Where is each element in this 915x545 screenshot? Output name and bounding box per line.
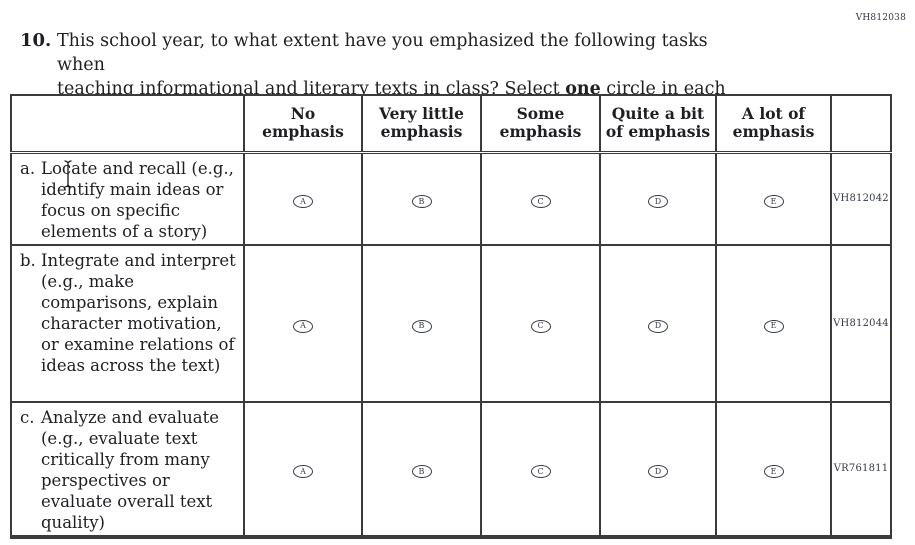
option-cell-b-a-lot: E <box>715 243 832 403</box>
question-number: 10. <box>20 30 52 51</box>
option-cell-a-quite-a-bit: D <box>599 151 717 246</box>
task-cell-c: c. Analyze and evaluate (e.g., evaluate … <box>10 400 245 538</box>
item-code: VH812042 <box>830 151 892 246</box>
header-no-emphasis: No emphasis <box>243 94 363 154</box>
option-bubble-e[interactable]: E <box>763 319 784 333</box>
option-bubble-b[interactable]: B <box>411 465 432 479</box>
header-very-little-emphasis: Very little emphasis <box>361 94 482 154</box>
option-bubble-d[interactable]: D <box>648 319 668 333</box>
option-cell-a-very-little: B <box>361 151 482 246</box>
table-row-a: a. Locate and recall (e.g., identify mai… <box>10 151 892 246</box>
option-bubble-e[interactable]: E <box>763 195 784 209</box>
option-bubble-d[interactable]: D <box>648 465 668 479</box>
option-bubble-b[interactable]: B <box>411 195 432 209</box>
task-text: Analyze and evaluate (e.g., evaluate tex… <box>41 407 220 532</box>
option-cell-c-no: A <box>243 400 363 538</box>
emphasis-matrix-table: No emphasis Very little emphasis Some em… <box>10 94 892 539</box>
option-bubble-c[interactable]: C <box>530 195 551 209</box>
option-cell-c-some: C <box>480 400 601 538</box>
header-some-emphasis: Some emphasis <box>480 94 601 154</box>
header-row: No emphasis Very little emphasis Some em… <box>10 94 892 154</box>
ibeam-cursor-icon <box>63 160 73 188</box>
header-code-blank <box>830 94 892 154</box>
option-bubble-a[interactable]: A <box>293 465 313 479</box>
option-bubble-a[interactable]: A <box>293 195 313 209</box>
table-row-c: c. Analyze and evaluate (e.g., evaluate … <box>10 400 892 538</box>
option-cell-c-a-lot: E <box>715 400 832 538</box>
option-cell-c-very-little: B <box>361 400 482 538</box>
row-marker: c. <box>20 407 35 427</box>
option-cell-b-some: C <box>480 243 601 403</box>
option-cell-b-quite-a-bit: D <box>599 243 717 403</box>
task-cell-a: a. Locate and recall (e.g., identify mai… <box>10 151 245 246</box>
option-cell-b-very-little: B <box>361 243 482 403</box>
header-quite-a-bit-emphasis: Quite a bit of emphasis <box>599 94 717 154</box>
task-cell-b: b. Integrate and interpret (e.g., make c… <box>10 243 245 403</box>
option-bubble-a[interactable]: A <box>293 319 313 333</box>
header-task-blank <box>10 94 245 154</box>
option-cell-a-some: C <box>480 151 601 246</box>
option-bubble-c[interactable]: C <box>530 465 551 479</box>
row-marker: b. <box>20 250 36 270</box>
option-bubble-d[interactable]: D <box>648 195 668 209</box>
task-text: Locate and recall (e.g., identify main i… <box>41 158 234 241</box>
table-row-b: b. Integrate and interpret (e.g., make c… <box>10 243 892 403</box>
item-code: VR761811 <box>830 400 892 538</box>
row-marker: a. <box>20 158 36 178</box>
option-bubble-e[interactable]: E <box>763 465 784 479</box>
option-bubble-c[interactable]: C <box>530 319 551 333</box>
option-bubble-b[interactable]: B <box>411 319 432 333</box>
header-a-lot-emphasis: A lot of emphasis <box>715 94 832 154</box>
option-cell-a-a-lot: E <box>715 151 832 246</box>
option-cell-a-no: A <box>243 151 363 246</box>
form-code: VH812038 <box>855 13 906 23</box>
option-cell-b-no: A <box>243 243 363 403</box>
item-code: VH812044 <box>830 243 892 403</box>
task-text: Integrate and interpret (e.g., make comp… <box>41 250 236 375</box>
option-cell-c-quite-a-bit: D <box>599 400 717 538</box>
